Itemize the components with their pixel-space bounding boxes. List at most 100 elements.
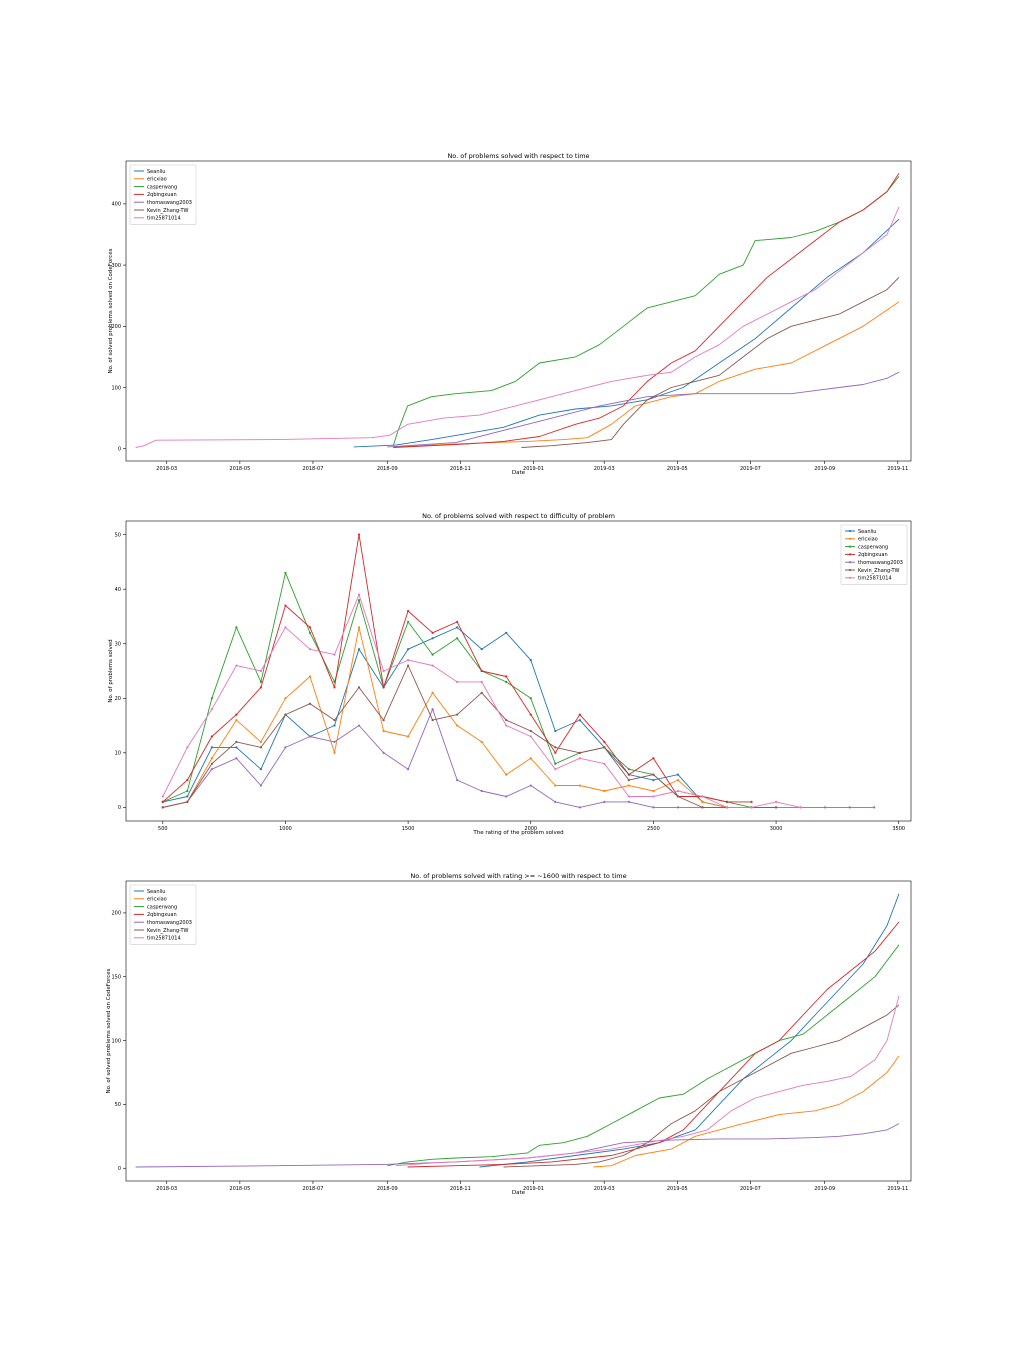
data-point-Kevin_Zhang-TW [505, 718, 508, 722]
data-point-thomaswang2003 [848, 806, 851, 809]
x-tick-label: 3000 [770, 826, 783, 832]
legend-box [129, 884, 197, 945]
data-point-thomaswang2003 [456, 778, 459, 782]
series-lines [135, 893, 900, 1168]
y-axis-label: No. of solved problems solved on CodeFor… [106, 968, 112, 1093]
data-point-tim25871014 [431, 664, 434, 667]
data-point-thomaswang2003 [676, 806, 680, 809]
data-point-2qbingxuan [750, 800, 753, 804]
series-line-casperwang [387, 944, 900, 1167]
data-point-2qbingxuan [627, 773, 630, 776]
data-point-thomaswang2003 [284, 746, 287, 749]
data-point-Seanliu [235, 746, 238, 749]
data-point-2qbingxuan [529, 713, 532, 716]
series-line-Kevin_Zhang-TW [162, 665, 777, 808]
x-tick-label: 2018-07 [303, 466, 324, 472]
tick-group: 2018-03 2018-05 2018-07 2018-09 2018-11 2019-… [111, 911, 908, 1192]
data-point-2qbingxuan [161, 800, 164, 804]
data-point-tim25871014 [505, 724, 508, 727]
data-point-thomaswang2003 [603, 800, 606, 804]
x-tick-label: 2018-05 [229, 1186, 250, 1192]
x-tick-label: 2500 [647, 826, 660, 832]
data-point-casperwang [554, 762, 557, 765]
series-line-tim25871014 [135, 206, 900, 448]
plot-area [125, 160, 912, 462]
data-point-tim25871014 [357, 593, 361, 596]
data-point-Kevin_Zhang-TW [627, 778, 630, 782]
legend-marker [848, 529, 852, 533]
data-point-tim25871014 [750, 806, 753, 809]
data-point-ericxiao [676, 778, 680, 782]
data-point-ericxiao [603, 789, 606, 793]
data-point-2qbingxuan [407, 609, 410, 613]
data-point-thomaswang2003 [333, 740, 336, 744]
data-point-Kevin_Zhang-TW [652, 773, 655, 776]
data-point-casperwang [308, 631, 312, 634]
series-line-2qbingxuan [162, 534, 752, 803]
data-point-Kevin_Zhang-TW [186, 800, 189, 804]
chart-title: No. of problems solved with respect to d… [422, 512, 615, 520]
x-tick-label: 2019-05 [667, 1186, 688, 1192]
data-point-tim25871014 [284, 626, 287, 629]
data-point-thomaswang2003 [529, 784, 532, 787]
x-tick-label: 2018-03 [156, 466, 177, 472]
data-point-Kevin_Zhang-TW [456, 713, 459, 716]
x-tick-label: 2019-03 [594, 466, 615, 472]
data-point-Seanliu [554, 729, 557, 733]
data-point-tim25871014 [308, 648, 312, 651]
x-tick-label: 500 [158, 826, 168, 832]
legend-label: Seanliu [147, 889, 165, 895]
x-tick-label: 2019-07 [740, 466, 761, 472]
x-axis-label: Date [512, 470, 526, 476]
series-lines [161, 533, 876, 809]
data-point-ericxiao [652, 789, 655, 793]
x-tick-label: 2019-05 [667, 466, 688, 472]
data-point-thomaswang2003 [382, 751, 385, 754]
data-point-thomaswang2003 [210, 768, 213, 771]
legend-label: Kevin_Zhang-TW [147, 208, 189, 214]
data-point-tim25871014 [529, 735, 532, 738]
series-line-ericxiao [593, 1055, 900, 1168]
data-point-2qbingxuan [578, 713, 581, 716]
data-point-thomaswang2003 [652, 806, 655, 809]
data-point-thomaswang2003 [407, 768, 410, 771]
data-point-ericxiao [407, 735, 410, 738]
data-point-2qbingxuan [235, 713, 238, 716]
data-point-Kevin_Zhang-TW [603, 746, 606, 749]
y-tick-label: 30 [115, 642, 121, 648]
chart-difficulty: No. of problems solved with respect to d… [108, 512, 912, 836]
data-point-Seanliu [480, 648, 483, 651]
legend-label: Kevin_Zhang-TW [858, 568, 900, 574]
data-point-ericxiao [382, 729, 385, 733]
data-point-casperwang [456, 637, 459, 640]
data-point-ericxiao [333, 751, 336, 754]
legend-label: ericxiao [147, 897, 167, 903]
chart-title: No. of problems solved with respect to t… [447, 152, 589, 160]
data-point-Seanliu [357, 648, 361, 651]
data-point-Seanliu [431, 637, 434, 640]
data-point-ericxiao [431, 691, 434, 694]
legend-label: 2qbingxuan [858, 552, 888, 558]
data-point-Seanliu [529, 658, 532, 662]
legend-marker [848, 553, 852, 556]
tick-group: 500 1000 1500 2000 2500 3000 3500 0 10 20 30 40 50 [115, 532, 905, 832]
x-tick-label: 3500 [892, 826, 905, 832]
x-tick-label: 2019-01 [523, 466, 544, 472]
data-point-tim25871014 [603, 762, 606, 765]
series-line-thomaswang2003 [387, 371, 900, 448]
data-point-2qbingxuan [308, 626, 312, 629]
data-point-casperwang [505, 680, 508, 684]
series-line-2qbingxuan [393, 172, 900, 448]
data-point-Seanliu [652, 778, 655, 782]
data-point-Seanliu [505, 631, 508, 634]
x-tick-label: 1000 [279, 826, 292, 832]
data-point-tim25871014 [407, 658, 410, 662]
data-point-ericxiao [357, 626, 361, 629]
data-point-tim25871014 [235, 664, 238, 667]
data-point-tim25871014 [652, 795, 655, 798]
x-tick-label: 2018-09 [377, 1186, 398, 1192]
data-point-2qbingxuan [431, 631, 434, 634]
data-point-thomaswang2003 [505, 795, 508, 798]
